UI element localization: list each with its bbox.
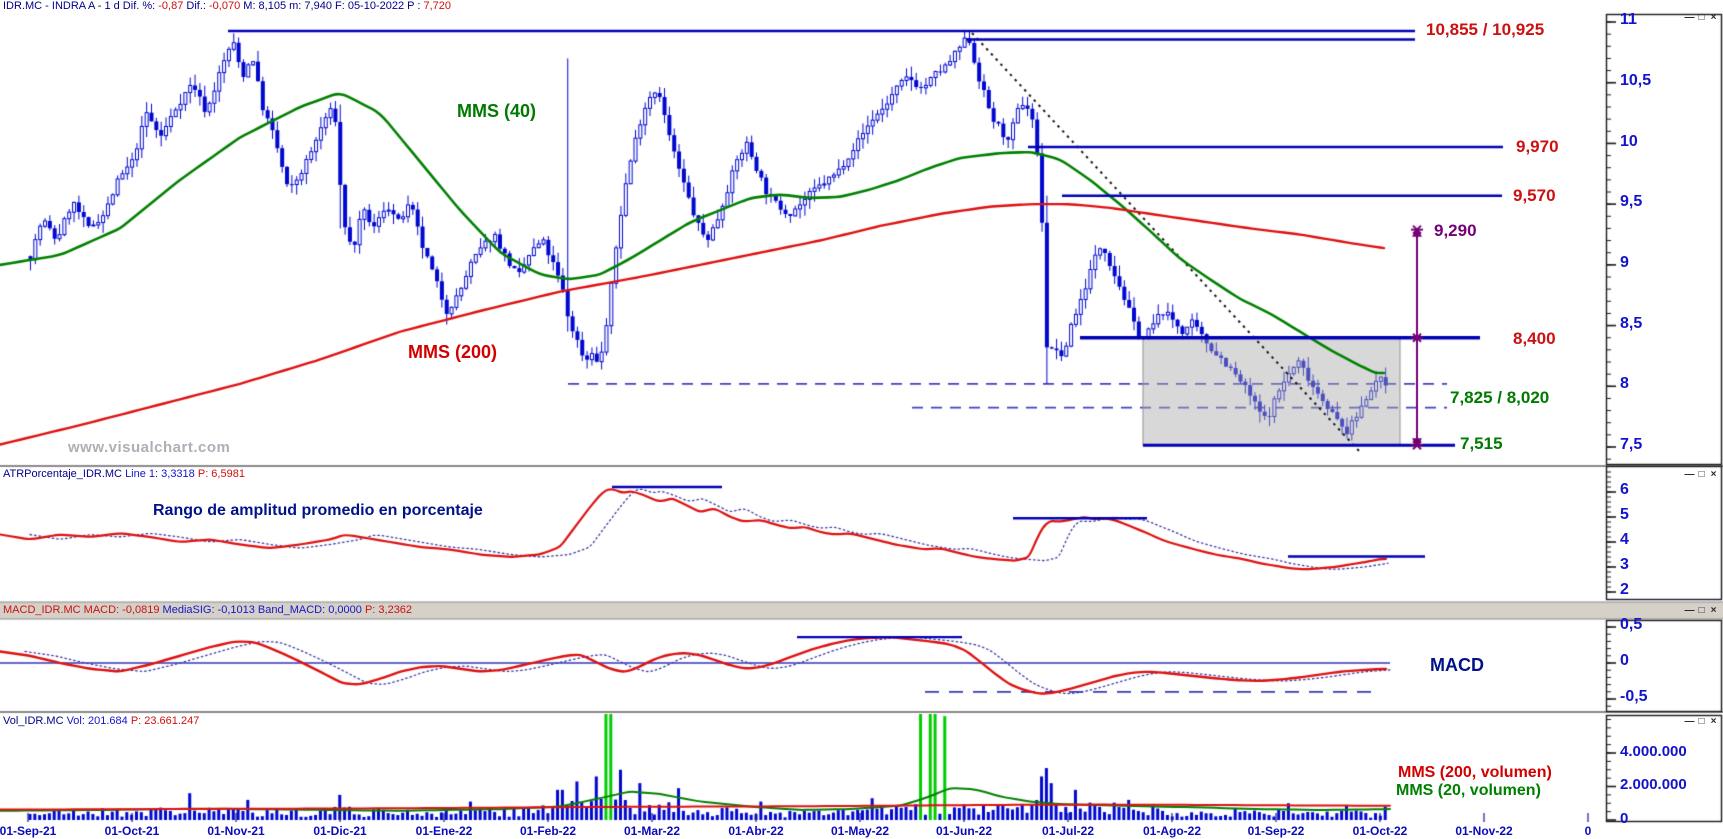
macd-panel-title: MACD — [1430, 655, 1484, 675]
volume-panel-header[interactable]: Vol_IDR.MC Vol: 201.684 P: 23.661.247 — [3, 715, 200, 728]
text-segment: M: 8,105 m: 7,940 F: 05-10-2022 P : — [240, 0, 424, 12]
atr-axis-tick-label: 5 — [1620, 506, 1629, 524]
price-level-label: 9,970 — [1516, 137, 1559, 156]
quote-summary-bar: IDR.MC - INDRA A - 1 d Dif. %: -0,87 Dif… — [3, 0, 451, 13]
text-segment: ATRPorcentaje_IDR.MC — [3, 468, 126, 480]
price-level-label: 10,855 / 10,925 — [1426, 20, 1545, 39]
volume-mms20-label: MMS (20, volumen) — [1396, 782, 1541, 799]
text-segment: P: 3,2362 — [364, 604, 413, 616]
price-axis-tick-label: 10,5 — [1620, 71, 1652, 89]
atr-axis-tick-label: 6 — [1620, 481, 1629, 499]
visualchart-watermark: www.visualchart.com — [68, 439, 231, 456]
price-level-label: 7,515 — [1460, 434, 1503, 453]
atr-axis-tick-label: 2 — [1620, 581, 1629, 599]
macd-pane-minimize-button[interactable]: — — [1684, 605, 1695, 616]
x-axis-date-label: 01-Sep-22 — [1247, 824, 1305, 838]
macd-pane-close-button[interactable]: × — [1710, 605, 1717, 616]
macd-axis-tick-label: 0 — [1620, 652, 1629, 670]
volume-mms200-label: MMS (200, volumen) — [1398, 764, 1552, 781]
x-axis-date-label: 01-Mar-22 — [623, 824, 681, 838]
volume-axis-tick-label: 4.000.000 — [1620, 742, 1687, 760]
x-axis-date-label: 01-Feb-22 — [519, 824, 577, 838]
price-axis-tick-label: 10 — [1620, 132, 1638, 150]
macd-pane-restore-button[interactable]: □ — [1698, 605, 1705, 616]
x-axis-date-label: 01-Nov-22 — [1455, 824, 1513, 838]
x-axis-date-label: 01-Ago-22 — [1142, 824, 1202, 838]
x-axis-date-label: 01-May-22 — [830, 824, 890, 838]
atr-pane-minimize-button[interactable]: — — [1684, 469, 1695, 480]
volume-pane-close-button[interactable]: × — [1710, 716, 1717, 727]
x-axis-date-label: 01-Abr-22 — [728, 824, 784, 838]
price-level-label: 7,825 / 8,020 — [1450, 388, 1550, 407]
volume-axis-tick-label: 2.000.000 — [1620, 776, 1687, 794]
mms40-line-label: MMS (40) — [457, 101, 537, 121]
price-pane-minimize-button[interactable]: — — [1684, 12, 1695, 23]
text-segment: IDR.MC - INDRA A - 1 d Dif. %: — [3, 0, 159, 12]
price-axis-tick-label: 8,5 — [1620, 314, 1643, 332]
text-segment: P: 23.661.247 — [130, 715, 200, 727]
x-axis-date-label: 01-Nov-21 — [207, 824, 265, 838]
price-level-label: 9,290 — [1434, 221, 1477, 240]
price-axis-tick-label: 7,5 — [1620, 436, 1643, 454]
atr-axis-tick-label: 4 — [1620, 531, 1629, 549]
x-axis-date-label: 01-Jun-22 — [935, 824, 993, 838]
price-axis-tick-label: 9 — [1620, 253, 1629, 271]
volume-pane-minimize-button[interactable]: — — [1684, 716, 1695, 727]
x-axis-date-label: 01-Oct-22 — [1352, 824, 1408, 838]
x-axis-date-label: 01-Ene-22 — [415, 824, 473, 838]
x-axis-date-label: 01-Jul-22 — [1041, 824, 1095, 838]
text-segment: -0,87 — [158, 0, 184, 12]
x-axis-date-label: 0 — [1584, 824, 1592, 838]
text-segment: P: 6,5981 — [197, 468, 245, 480]
atr-panel-header[interactable]: ATRPorcentaje_IDR.MC Line 1: 3,3318 P: 6… — [3, 468, 245, 481]
price-level-label: 8,400 — [1513, 329, 1556, 348]
atr-axis-tick-label: 3 — [1620, 556, 1629, 574]
macd-panel-header[interactable]: MACD_IDR.MC MACD: -0,0819 MediaSIG: -0,1… — [3, 604, 413, 617]
macd-axis-tick-label: 0,5 — [1620, 616, 1643, 634]
text-segment: -0,070 — [209, 0, 241, 12]
text-segment: MACD_IDR.MC MACD: -0,0819 — [3, 604, 163, 616]
price-level-label: 9,570 — [1513, 186, 1556, 205]
mms200-line-label: MMS (200) — [408, 342, 498, 362]
volume-pane-restore-button[interactable]: □ — [1698, 716, 1705, 727]
text-segment: Dif.: — [183, 0, 210, 12]
text-segment: 7,720 — [423, 0, 451, 12]
price-axis-tick-label: 9,5 — [1620, 193, 1643, 211]
macd-axis-tick-label: -0,5 — [1620, 688, 1648, 706]
volume-axis-tick-label: 0 — [1620, 809, 1629, 827]
text-segment: MediaSIG: -0,1013 Band_MACD: 0,0000 — [162, 604, 365, 616]
atr-pane-restore-button[interactable]: □ — [1698, 469, 1705, 480]
price-axis-tick-label: 11 — [1620, 11, 1637, 29]
x-axis-date-label: 01-Dic-21 — [313, 824, 367, 838]
price-pane-close-button[interactable]: × — [1710, 12, 1717, 23]
text-segment: Vol_IDR.MC — [3, 715, 67, 727]
price-axis-tick-label: 8 — [1620, 375, 1629, 393]
x-axis-date-label: 01-Sep-21 — [0, 824, 57, 838]
x-axis-date-label: 01-Oct-21 — [104, 824, 160, 838]
atr-pane-close-button[interactable]: × — [1710, 469, 1717, 480]
price-pane-restore-button[interactable]: □ — [1698, 12, 1705, 23]
atr-panel-title: Rango de amplitud promedio en porcentaje — [153, 502, 483, 519]
text-segment: Line 1: 3,3318 — [125, 468, 198, 480]
text-segment: Vol: 201.684 — [66, 715, 131, 727]
